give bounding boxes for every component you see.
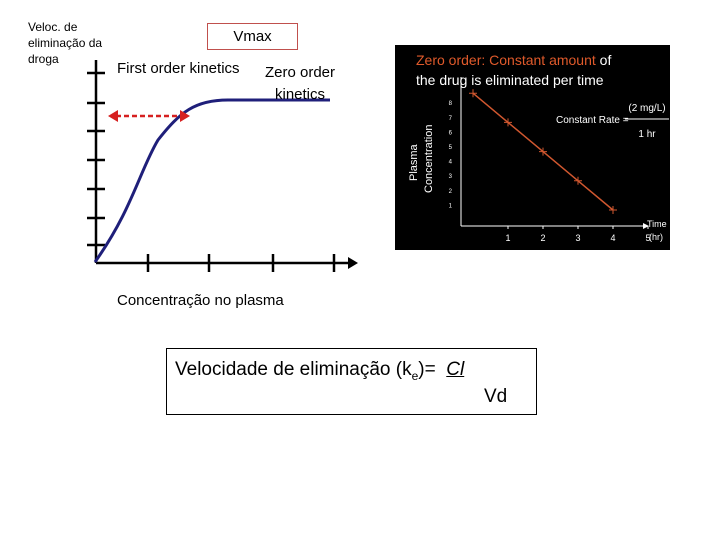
first-order-label: First order kinetics xyxy=(117,58,240,80)
svg-text:Zero order: Constant amount of: Zero order: Constant amount of xyxy=(416,52,611,68)
inset-x-arrowhead xyxy=(643,223,649,229)
inset-data-point xyxy=(539,147,547,156)
formula-denominator: Vd xyxy=(484,386,508,407)
inset-x-label-1: Time xyxy=(647,219,667,229)
inset-x-tick-label: 3 xyxy=(575,233,580,243)
inset-y-tick-label: 2 xyxy=(449,189,453,195)
inset-x-tick-label: 4 xyxy=(610,233,615,243)
inset-ticks: 1 2 3 4 5 1 2 3 4 5 6 7 8 xyxy=(449,101,651,243)
y-axis-label: Veloc. de eliminação da droga xyxy=(28,20,103,66)
inset-x-tick-label: 1 xyxy=(505,233,510,243)
formula-rhs-prefix: )= xyxy=(418,359,447,380)
inset-y-tick-label: 1 xyxy=(449,203,453,209)
inset-x-tick-label: 5 xyxy=(645,233,650,243)
vmax-box: Vmax xyxy=(207,23,298,50)
x-axis-ticks xyxy=(146,254,336,272)
formula-lhs: Velocidade de eliminação (k xyxy=(175,359,412,380)
formula-box: Velocidade de eliminação (ke)= Cl Vd xyxy=(166,348,537,415)
inset-y-label-2: Concentration xyxy=(423,125,435,194)
inset-y-label-1: Plasma xyxy=(408,143,420,181)
arrowhead-right xyxy=(180,110,190,122)
inset-y-tick-label: 7 xyxy=(449,116,453,122)
y-axis-ticks xyxy=(87,71,105,247)
inset-title-prefix: Zero order: Constant xyxy=(416,52,549,68)
inset-data-point xyxy=(609,206,617,214)
arrowhead-left xyxy=(108,110,118,122)
inset-y-tick-label: 4 xyxy=(449,160,453,166)
formula-numerator: Cl xyxy=(446,359,465,380)
formula-subscript: e xyxy=(411,368,419,383)
inset-chart: Zero order: Constant amount of the drug … xyxy=(408,52,669,243)
inset-data-point xyxy=(574,176,582,185)
saturation-curve xyxy=(93,98,330,263)
inset-rate-label: Constant Rate = xyxy=(556,115,629,126)
x-axis-arrowhead xyxy=(348,257,358,269)
first-order-text: First order kinetics xyxy=(117,60,240,77)
inset-x-label-2: (hr) xyxy=(649,232,663,242)
inset-title-highlight: amount xyxy=(549,52,596,68)
formula-equation: Velocidade de eliminação (ke)= Cl xyxy=(175,359,464,383)
inset-y-tick-label: 6 xyxy=(449,130,453,136)
vmax-label: Vmax xyxy=(233,28,272,45)
inset-rate-numerator: (2 mg/L) xyxy=(628,103,665,114)
inset-y-tick-label: 3 xyxy=(449,174,453,180)
inset-data-point xyxy=(504,118,512,127)
inset-x-tick-label: 2 xyxy=(540,233,545,243)
inset-title-line2: the drug is eliminated per time xyxy=(416,72,604,88)
x-axis-label: Concentração no plasma xyxy=(117,292,284,309)
zero-order-label: Zero order kinetics xyxy=(264,64,336,103)
inset-y-tick-label: 8 xyxy=(449,101,453,107)
inset-rate-denominator: 1 hr xyxy=(638,129,656,140)
inset-title-suffix: of xyxy=(596,52,612,68)
inset-plot xyxy=(469,89,617,214)
zero-order-inset: Zero order: Constant amount of the drug … xyxy=(395,45,670,250)
inset-data-point xyxy=(469,89,477,98)
inset-y-tick-label: 5 xyxy=(449,145,453,151)
